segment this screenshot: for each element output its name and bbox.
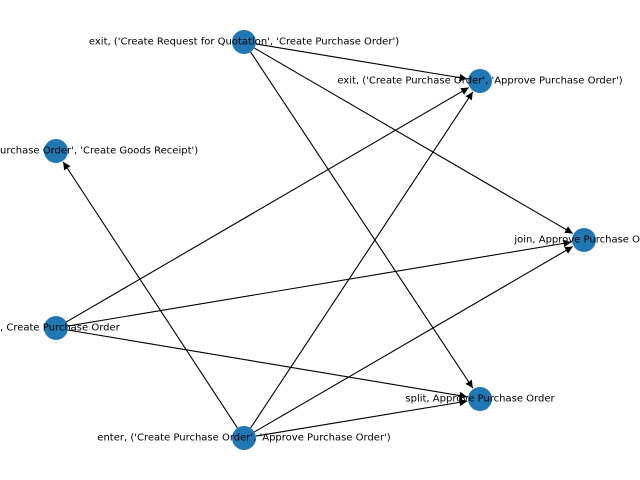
edge-enter_po_approve-to-join_approve <box>254 246 574 433</box>
node-label-join_approve: join, Approve Purchase O <box>513 235 640 246</box>
edge-create_po-to-join_approve <box>67 239 572 327</box>
node-exit_rfq_po <box>232 30 256 54</box>
node-join_approve <box>572 228 596 252</box>
edge-exit_rfq_po-to-exit_po_approve <box>255 43 468 82</box>
edge-exit_rfq_po-to-split_approve <box>250 51 474 389</box>
node-label-create_po: , Create Purchase Order <box>0 323 121 334</box>
edge-create_po-to-exit_po_approve <box>66 87 470 323</box>
node-label-exit_po_approve: exit, ('Create Purchase Order', 'Approve… <box>337 76 622 87</box>
label-layer: exit, ('Create Request for Quotation', '… <box>0 37 640 444</box>
node-label-split_approve: split, Approve Purchase Order <box>405 394 555 405</box>
node-label-po_goods_receipt: urchase Order', 'Create Goods Receipt') <box>0 146 198 157</box>
node-split_approve <box>468 387 492 411</box>
node-layer <box>44 30 596 450</box>
node-po_goods_receipt <box>44 139 68 163</box>
edge-exit_rfq_po-to-join_approve <box>254 47 574 234</box>
node-create_po <box>44 316 68 340</box>
node-label-enter_po_approve: enter, ('Create Purchase Order', 'Approv… <box>97 433 391 444</box>
node-label-exit_rfq_po: exit, ('Create Request for Quotation', '… <box>89 37 399 48</box>
edge-create_po-to-split_approve <box>67 329 468 400</box>
edge-enter_po_approve-to-split_approve <box>255 398 468 437</box>
node-enter_po_approve <box>232 426 256 450</box>
edge-enter_po_approve-to-po_goods_receipt <box>62 161 238 429</box>
node-exit_po_approve <box>468 69 492 93</box>
edge-enter_po_approve-to-exit_po_approve <box>250 91 474 429</box>
edge-layer <box>62 43 574 437</box>
